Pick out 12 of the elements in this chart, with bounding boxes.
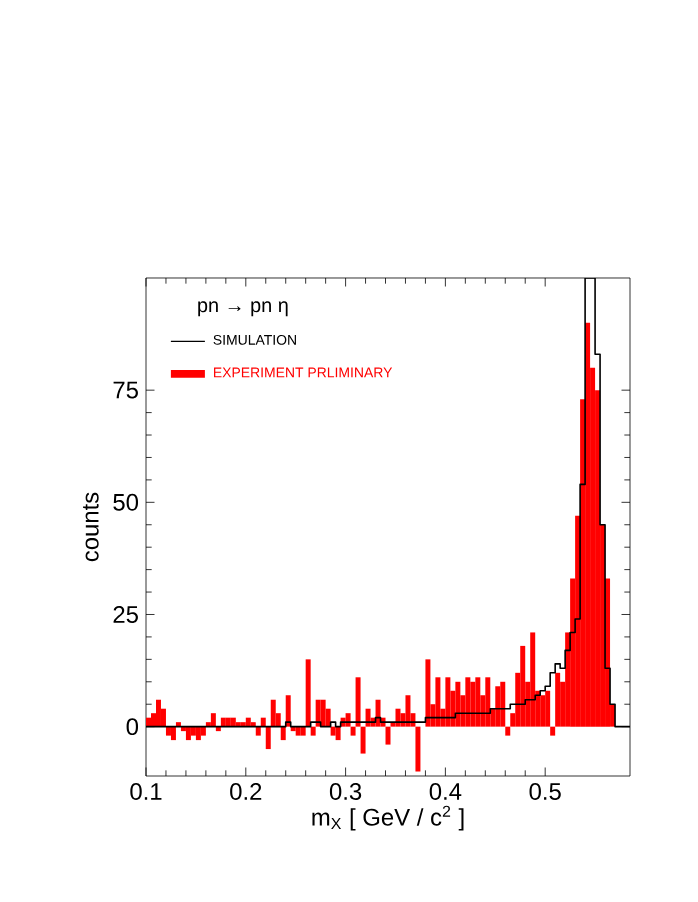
y-tick-label: 75 — [113, 381, 138, 399]
x-axis-title: m$_{X}$ [ GeV / c$^{2}$ ] — [312, 805, 464, 831]
x-tick-label: 0.4 — [429, 783, 462, 800]
y-tick-label: 25 — [113, 606, 138, 623]
y-tick-label: 0 — [126, 718, 139, 736]
y-axis-title: counts — [82, 492, 99, 562]
y-tick-label: 50 — [113, 493, 139, 511]
x-tick-label: 0.5 — [529, 783, 561, 800]
legend-title: pn → pn η — [198, 301, 288, 317]
x-tick-label: 0.1 — [130, 783, 162, 800]
x-tick-label: 0.3 — [329, 783, 362, 800]
x-tick-label: 0.2 — [230, 783, 262, 800]
